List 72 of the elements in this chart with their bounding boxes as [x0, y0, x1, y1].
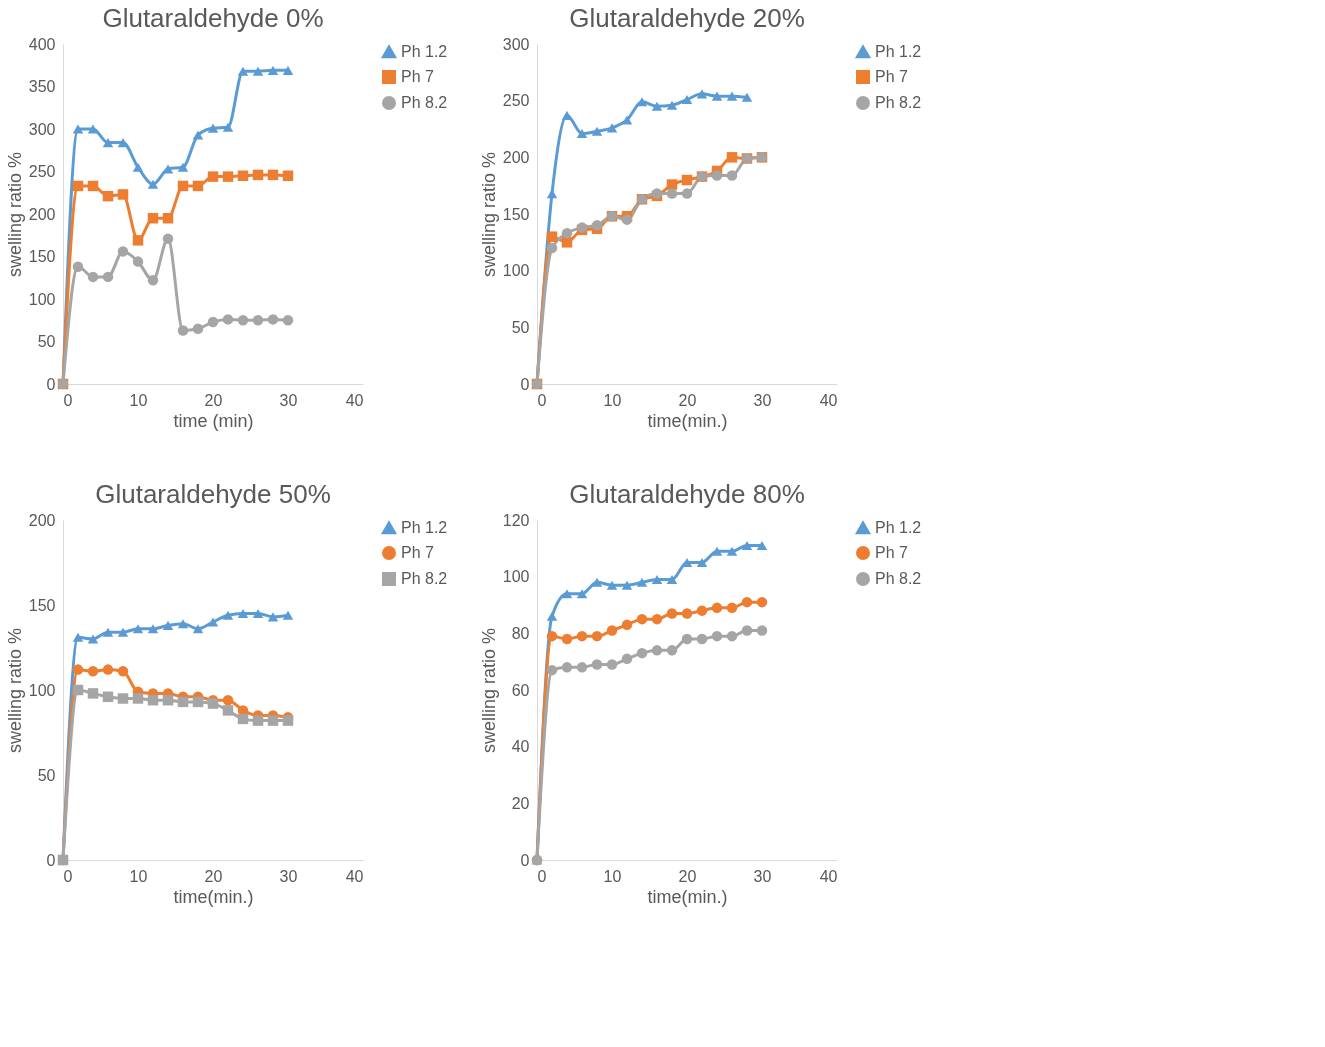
legend-label: Ph 8.2	[401, 570, 448, 587]
x-tick-label: 0	[537, 867, 547, 885]
y-tick-label: 350	[28, 78, 56, 95]
legend-label: Ph 7	[875, 544, 909, 561]
y-tick-label: 150	[502, 205, 530, 223]
y-axis-title: swelling ratio %	[4, 627, 25, 754]
legend-label: Ph 7	[401, 68, 435, 85]
x-tick-label: 10	[129, 867, 148, 885]
legend-label: Ph 7	[401, 544, 435, 561]
x-tick-label: 10	[603, 391, 622, 409]
y-axis-title: swelling ratio %	[478, 151, 499, 278]
y-tick-label: 100	[502, 568, 530, 586]
y-tick-label: 120	[502, 511, 530, 529]
y-tick-label: 150	[28, 596, 56, 614]
x-tick-label: 40	[345, 391, 364, 409]
y-tick-label: 100	[28, 681, 56, 699]
x-tick-label: 30	[279, 391, 298, 409]
y-tick-label: 20	[511, 794, 530, 812]
x-axis-title: time(min.)	[647, 886, 728, 907]
x-tick-label: 0	[63, 391, 73, 409]
y-tick-label: 80	[511, 624, 530, 642]
x-tick-label: 40	[819, 867, 838, 885]
chart-title: Glutaraldehyde 0%	[102, 3, 324, 33]
x-axis-title: time(min.)	[173, 886, 254, 907]
y-axis-title: swelling ratio %	[478, 627, 499, 754]
y-tick-label: 200	[28, 511, 56, 529]
y-tick-label: 400	[28, 35, 56, 53]
x-tick-label: 40	[819, 391, 838, 409]
y-tick-label: 250	[502, 92, 530, 110]
y-axis-title: swelling ratio %	[4, 151, 25, 278]
y-tick-label: 40	[511, 738, 530, 756]
y-tick-label: 0	[520, 375, 530, 393]
legend-label: Ph 1.2	[401, 519, 448, 536]
chart-title: Glutaraldehyde 50%	[95, 479, 331, 509]
legend-label: Ph 8.2	[875, 94, 922, 111]
legend-label: Ph 1.2	[401, 43, 448, 60]
y-tick-label: 50	[37, 766, 56, 784]
y-tick-label: 50	[511, 318, 530, 336]
y-tick-label: 300	[28, 120, 56, 138]
x-tick-label: 20	[204, 867, 223, 885]
x-tick-label: 20	[678, 391, 697, 409]
chart-title: Glutaraldehyde 20%	[569, 3, 805, 33]
y-tick-label: 100	[28, 290, 56, 308]
y-tick-label: 100	[502, 262, 530, 280]
legend-label: Ph 8.2	[875, 570, 922, 587]
x-tick-label: 10	[603, 867, 622, 885]
y-tick-label: 0	[520, 851, 530, 869]
x-axis-title: time (min)	[173, 410, 254, 431]
x-tick-label: 20	[678, 867, 697, 885]
y-tick-label: 200	[502, 148, 530, 166]
x-tick-label: 30	[753, 867, 772, 885]
y-tick-label: 0	[46, 851, 56, 869]
legend-label: Ph 1.2	[875, 519, 922, 536]
y-tick-label: 250	[28, 163, 56, 180]
legend-label: Ph 8.2	[401, 94, 448, 111]
y-tick-label: 150	[28, 248, 56, 265]
y-tick-label: 200	[28, 205, 56, 223]
y-tick-label: 0	[46, 375, 56, 393]
y-tick-label: 300	[502, 35, 530, 53]
y-tick-label: 60	[511, 681, 530, 699]
x-tick-label: 10	[129, 391, 148, 409]
chart-title: Glutaraldehyde 80%	[569, 479, 805, 509]
legend-label: Ph 7	[875, 68, 909, 85]
x-tick-label: 30	[279, 867, 298, 885]
x-tick-label: 0	[63, 867, 73, 885]
legend-label: Ph 1.2	[875, 43, 922, 60]
y-tick-label: 50	[37, 333, 56, 350]
x-axis-title: time(min.)	[647, 410, 728, 431]
x-tick-label: 30	[753, 391, 772, 409]
x-tick-label: 20	[204, 391, 223, 409]
x-tick-label: 0	[537, 391, 547, 409]
x-tick-label: 40	[345, 867, 364, 885]
